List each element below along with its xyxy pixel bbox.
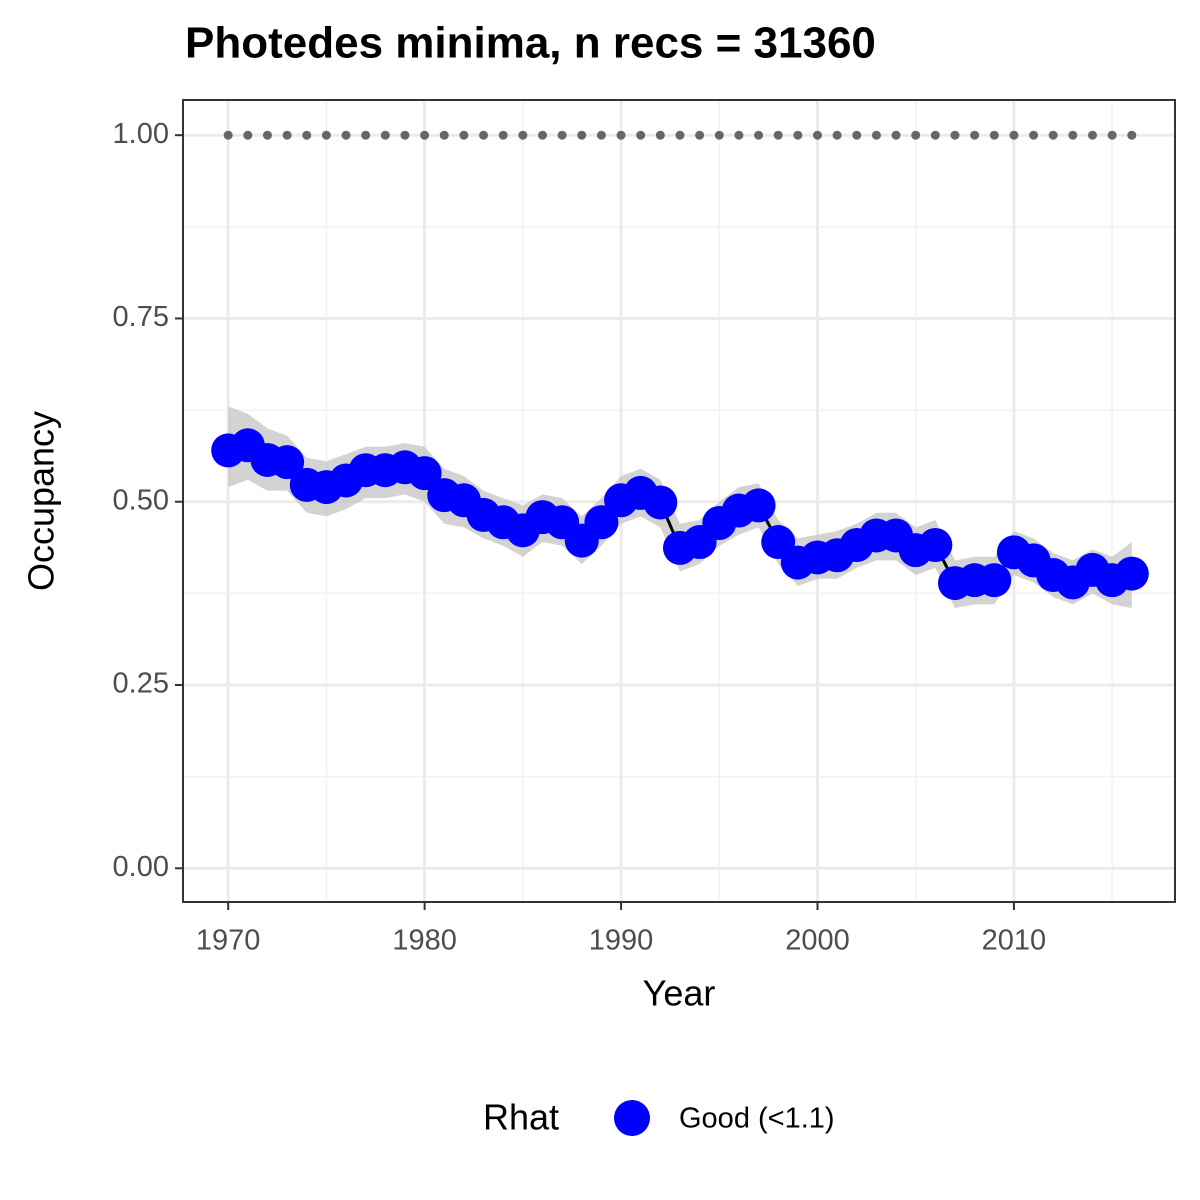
y-tick-label: 0.75: [113, 301, 169, 333]
x-tick-label: 2010: [982, 925, 1047, 957]
panel-border: [182, 99, 1176, 903]
data-point: [407, 456, 442, 491]
y-tick-label: 1.00: [113, 118, 169, 150]
x-tick-label: 1970: [196, 925, 261, 957]
y-tick-label: 0.50: [113, 484, 169, 516]
x-tick-label: 2000: [785, 925, 850, 957]
data-point: [643, 485, 678, 520]
y-tick-label: 0.25: [113, 668, 169, 700]
x-axis-title: Year: [643, 973, 716, 1014]
data-point: [977, 563, 1012, 598]
legend-label: Good (<1.1): [679, 1103, 835, 1135]
data-point: [270, 445, 305, 480]
x-tick-label: 1980: [392, 925, 457, 957]
legend-key: [614, 1100, 650, 1136]
chart-title: Photedes minima, n recs = 31360: [185, 19, 876, 68]
data-point: [918, 527, 953, 562]
legend-title: Rhat: [483, 1097, 559, 1138]
data-point: [1114, 556, 1149, 591]
y-axis-title: Occupancy: [21, 411, 62, 591]
x-tick-label: 1990: [589, 925, 654, 957]
data-point: [584, 505, 619, 540]
y-tick-label: 0.00: [113, 851, 169, 883]
data-point: [741, 488, 776, 523]
